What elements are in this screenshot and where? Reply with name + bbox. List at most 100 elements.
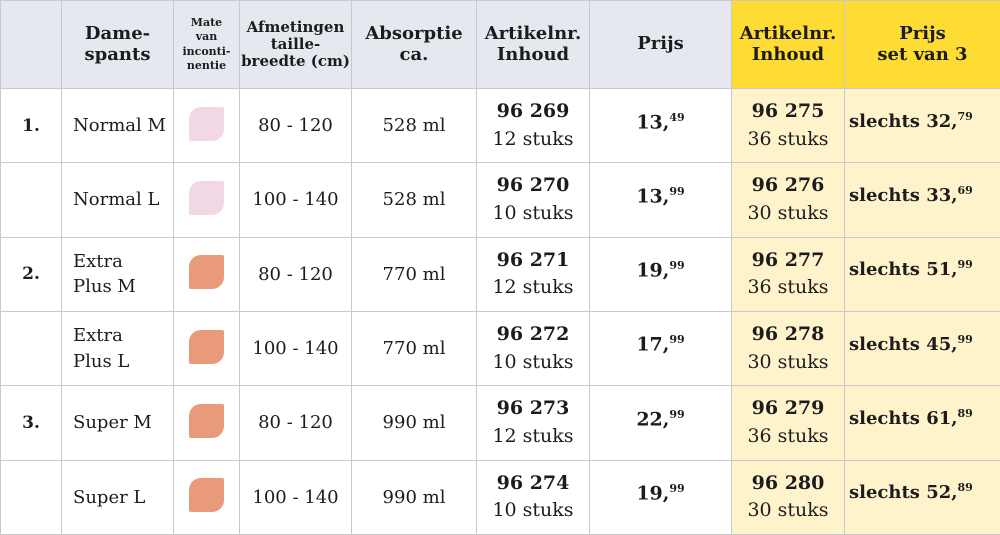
set-article-number: 96 277: [751, 248, 825, 271]
table-row: 2. Extra Plus M 80 - 120 770 ml 96 271 12 stuk…: [0, 236, 1000, 312]
set-price-decimals: 89: [957, 481, 973, 495]
set-price-integer: 32,: [926, 110, 958, 132]
header-row: Dame- spants Mate van inconti- nentie Af…: [0, 0, 1000, 89]
size-range: 80 - 120: [239, 87, 352, 164]
table-row: Normal L 100 - 140 528 ml 96 270 10 stuks 13,…: [0, 162, 1000, 238]
size-range: 100 - 140: [239, 459, 352, 535]
header-article-line: Inhoud: [496, 43, 570, 65]
set-article-quantity: 30 stuks: [747, 350, 829, 373]
set-price-decimals: 99: [957, 258, 973, 272]
product-name-line: Plus L: [73, 350, 130, 372]
set-article-quantity: 36 stuks: [747, 424, 829, 447]
incontinence-level-icon: [189, 478, 224, 513]
set-price-cell: slechts 33,69: [844, 162, 1000, 238]
price-decimals: 99: [669, 482, 685, 496]
set-article-cell: 96 275 36 stuks: [731, 87, 845, 164]
absorption-value: 770 ml: [351, 310, 477, 387]
set-price-decimals: 69: [957, 183, 973, 197]
article-cell: 96 274 10 stuks: [476, 459, 590, 535]
header-dimensions: Afmetingen taille- breedte (cm): [239, 0, 352, 89]
product-name-line: Super L: [73, 486, 146, 508]
set-article-quantity: 30 stuks: [747, 499, 829, 522]
price-decimals: 49: [669, 110, 685, 124]
absorption-value: 990 ml: [351, 385, 477, 461]
header-dimensions-line: breedte (cm): [241, 52, 350, 71]
incontinence-cell: [173, 459, 240, 535]
set-price-decimals: 89: [957, 406, 973, 420]
price-integer: 17,: [636, 333, 670, 356]
price-cell: 22,99: [589, 385, 732, 461]
set-price-cell: slechts 61,89: [844, 385, 1000, 461]
incontinence-cell: [173, 162, 240, 238]
header-incontinence-line: nentie: [186, 58, 227, 72]
price-cell: 19,99: [589, 459, 732, 535]
price-cell: 19,99: [589, 236, 732, 312]
product-name-line: Extra: [73, 251, 123, 273]
article-number: 96 274: [496, 471, 570, 494]
set-price-cell: slechts 51,99: [844, 236, 1000, 312]
product-name-line: Extra: [73, 325, 123, 347]
article-number: 96 269: [496, 100, 570, 123]
header-set-article: Artikelnr. Inhoud: [731, 0, 845, 89]
header-index: [0, 0, 62, 89]
set-article-number: 96 276: [751, 174, 825, 197]
header-set-price-line: Prijs: [899, 22, 946, 44]
absorption-value: 990 ml: [351, 459, 477, 535]
article-cell: 96 270 10 stuks: [476, 162, 590, 238]
product-name: Extra Plus L: [61, 310, 174, 387]
size-range: 100 - 140: [239, 162, 352, 238]
incontinence-level-icon: [189, 403, 224, 438]
header-article-line: Artikelnr.: [484, 22, 582, 44]
price-integer: 13,: [636, 110, 670, 133]
set-price-prefix: slechts: [849, 407, 927, 429]
header-set-price: Prijs set van 3: [844, 0, 1000, 89]
header-product-line: Dame-: [84, 22, 151, 44]
article-quantity: 12 stuks: [492, 276, 574, 299]
absorption-value: 770 ml: [351, 236, 477, 312]
product-name-line: Normal L: [73, 189, 160, 211]
set-article-number: 96 278: [751, 323, 825, 346]
header-set-price-line: set van 3: [877, 43, 968, 65]
header-product: Dame- spants: [61, 0, 174, 89]
article-quantity: 12 stuks: [492, 127, 574, 150]
row-index: 2.: [0, 236, 62, 312]
article-quantity: 10 stuks: [492, 201, 574, 224]
row-index: [0, 310, 62, 387]
product-name-line: Normal M: [73, 115, 166, 137]
header-price: Prijs: [589, 0, 732, 89]
set-price-prefix: slechts: [849, 110, 927, 132]
header-article: Artikelnr. Inhoud: [476, 0, 590, 89]
product-name: Normal M: [61, 87, 174, 164]
row-index: [0, 459, 62, 535]
product-name: Extra Plus M: [61, 236, 174, 312]
absorption-value: 528 ml: [351, 87, 477, 164]
article-number: 96 271: [496, 248, 570, 271]
table-row: Extra Plus L 100 - 140 770 ml 96 272 10 stuks…: [0, 310, 1000, 387]
set-article-cell: 96 278 30 stuks: [731, 310, 845, 387]
set-price-integer: 51,: [926, 259, 958, 281]
set-article-cell: 96 280 30 stuks: [731, 459, 845, 535]
incontinence-level-icon: [189, 180, 224, 215]
row-index: [0, 162, 62, 238]
set-article-number: 96 275: [751, 100, 825, 123]
set-article-quantity: 30 stuks: [747, 201, 829, 224]
set-price-cell: slechts 32,79: [844, 87, 1000, 164]
incontinence-cell: [173, 310, 240, 387]
article-number: 96 273: [496, 397, 570, 420]
price-decimals: 99: [669, 407, 685, 421]
header-dimensions-line: Afmetingen: [246, 17, 345, 36]
price-decimals: 99: [669, 259, 685, 273]
price-cell: 13,49: [589, 87, 732, 164]
set-price-cell: slechts 52,89: [844, 459, 1000, 535]
article-cell: 96 273 12 stuks: [476, 385, 590, 461]
set-price-integer: 33,: [926, 184, 958, 206]
set-price-integer: 61,: [926, 407, 958, 429]
header-set-article-line: Artikelnr.: [739, 22, 837, 44]
row-index: 1.: [0, 87, 62, 164]
incontinence-level-icon: [189, 106, 224, 141]
absorption-value: 528 ml: [351, 162, 477, 238]
set-article-cell: 96 276 30 stuks: [731, 162, 845, 238]
header-set-article-line: Inhoud: [751, 43, 825, 65]
set-price-cell: slechts 45,99: [844, 310, 1000, 387]
set-price-integer: 52,: [926, 482, 958, 504]
